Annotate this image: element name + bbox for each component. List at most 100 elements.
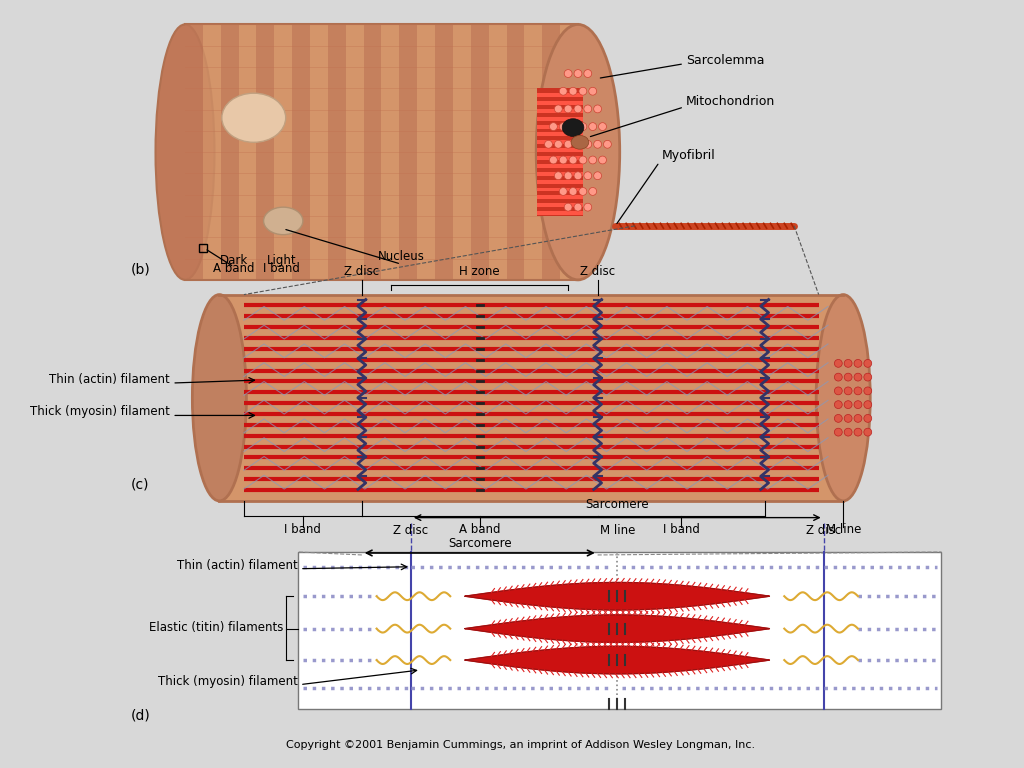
Circle shape bbox=[844, 429, 852, 436]
Bar bbox=[537, 195, 583, 200]
Text: Z disc: Z disc bbox=[393, 525, 428, 538]
Circle shape bbox=[594, 141, 601, 148]
Bar bbox=[537, 187, 583, 191]
Ellipse shape bbox=[263, 207, 303, 235]
Bar bbox=[239, 25, 256, 280]
Circle shape bbox=[854, 429, 862, 436]
Circle shape bbox=[569, 187, 577, 195]
Circle shape bbox=[864, 401, 871, 409]
Circle shape bbox=[864, 387, 871, 395]
Circle shape bbox=[564, 105, 572, 113]
Text: Light: Light bbox=[266, 254, 296, 267]
Circle shape bbox=[589, 156, 597, 164]
Circle shape bbox=[550, 156, 557, 164]
Text: Thin (actin) filament: Thin (actin) filament bbox=[49, 373, 170, 386]
Bar bbox=[417, 25, 435, 280]
Polygon shape bbox=[465, 615, 770, 642]
Bar bbox=[435, 25, 453, 280]
Circle shape bbox=[835, 373, 843, 381]
Text: Sarcolemma: Sarcolemma bbox=[686, 54, 765, 67]
Text: Thick (myosin) filament: Thick (myosin) filament bbox=[31, 406, 170, 419]
Bar bbox=[298, 552, 941, 709]
Circle shape bbox=[844, 373, 852, 381]
Circle shape bbox=[559, 156, 567, 164]
Bar bbox=[219, 295, 843, 501]
Text: Thick (myosin) filament: Thick (myosin) filament bbox=[158, 674, 298, 687]
Text: I band: I band bbox=[663, 523, 699, 536]
Bar bbox=[560, 25, 578, 280]
Bar bbox=[185, 25, 578, 280]
Polygon shape bbox=[465, 582, 770, 610]
Circle shape bbox=[835, 359, 843, 367]
Circle shape bbox=[579, 123, 587, 131]
Text: I band: I band bbox=[263, 262, 300, 275]
Text: Z disc: Z disc bbox=[344, 265, 379, 278]
Bar bbox=[310, 25, 328, 280]
Circle shape bbox=[854, 359, 862, 367]
Circle shape bbox=[584, 172, 592, 180]
Text: Dark: Dark bbox=[220, 254, 248, 267]
Text: H zone: H zone bbox=[460, 265, 500, 278]
Circle shape bbox=[554, 141, 562, 148]
Text: M line: M line bbox=[600, 525, 635, 538]
Circle shape bbox=[554, 105, 562, 113]
Circle shape bbox=[835, 415, 843, 422]
Circle shape bbox=[854, 415, 862, 422]
Bar bbox=[537, 156, 583, 160]
Circle shape bbox=[564, 172, 572, 180]
Bar bbox=[537, 109, 583, 113]
Circle shape bbox=[844, 359, 852, 367]
Circle shape bbox=[579, 187, 587, 195]
Circle shape bbox=[844, 387, 852, 395]
Bar bbox=[537, 124, 583, 128]
Circle shape bbox=[569, 156, 577, 164]
Bar bbox=[524, 25, 543, 280]
Circle shape bbox=[835, 401, 843, 409]
Circle shape bbox=[584, 141, 592, 148]
Circle shape bbox=[574, 105, 582, 113]
Circle shape bbox=[589, 123, 597, 131]
Bar bbox=[453, 25, 471, 280]
Circle shape bbox=[584, 70, 592, 78]
Polygon shape bbox=[465, 647, 770, 674]
Circle shape bbox=[550, 123, 557, 131]
Circle shape bbox=[844, 415, 852, 422]
Circle shape bbox=[554, 172, 562, 180]
Circle shape bbox=[864, 373, 871, 381]
Circle shape bbox=[844, 401, 852, 409]
Ellipse shape bbox=[156, 25, 214, 280]
Circle shape bbox=[599, 156, 606, 164]
Ellipse shape bbox=[562, 119, 584, 137]
Circle shape bbox=[854, 387, 862, 395]
Circle shape bbox=[864, 429, 871, 436]
Bar bbox=[488, 25, 507, 280]
Bar bbox=[185, 25, 203, 280]
Circle shape bbox=[854, 373, 862, 381]
Circle shape bbox=[584, 105, 592, 113]
Bar bbox=[292, 25, 310, 280]
Circle shape bbox=[864, 359, 871, 367]
Circle shape bbox=[559, 187, 567, 195]
Text: Z disc: Z disc bbox=[580, 265, 615, 278]
Circle shape bbox=[574, 172, 582, 180]
Bar bbox=[537, 172, 583, 176]
Circle shape bbox=[584, 204, 592, 211]
Ellipse shape bbox=[816, 295, 870, 501]
Bar bbox=[221, 25, 239, 280]
Bar bbox=[203, 25, 221, 280]
Circle shape bbox=[864, 415, 871, 422]
Text: (c): (c) bbox=[131, 477, 150, 492]
Text: Myofibril: Myofibril bbox=[662, 149, 715, 162]
Bar bbox=[537, 93, 583, 97]
Bar bbox=[364, 25, 382, 280]
Ellipse shape bbox=[537, 25, 620, 280]
Text: A band: A band bbox=[459, 523, 501, 536]
Text: M line: M line bbox=[825, 523, 861, 536]
Bar bbox=[537, 133, 583, 137]
Ellipse shape bbox=[222, 93, 286, 142]
Circle shape bbox=[835, 429, 843, 436]
Circle shape bbox=[854, 401, 862, 409]
Circle shape bbox=[564, 70, 572, 78]
Circle shape bbox=[589, 88, 597, 95]
Circle shape bbox=[564, 141, 572, 148]
